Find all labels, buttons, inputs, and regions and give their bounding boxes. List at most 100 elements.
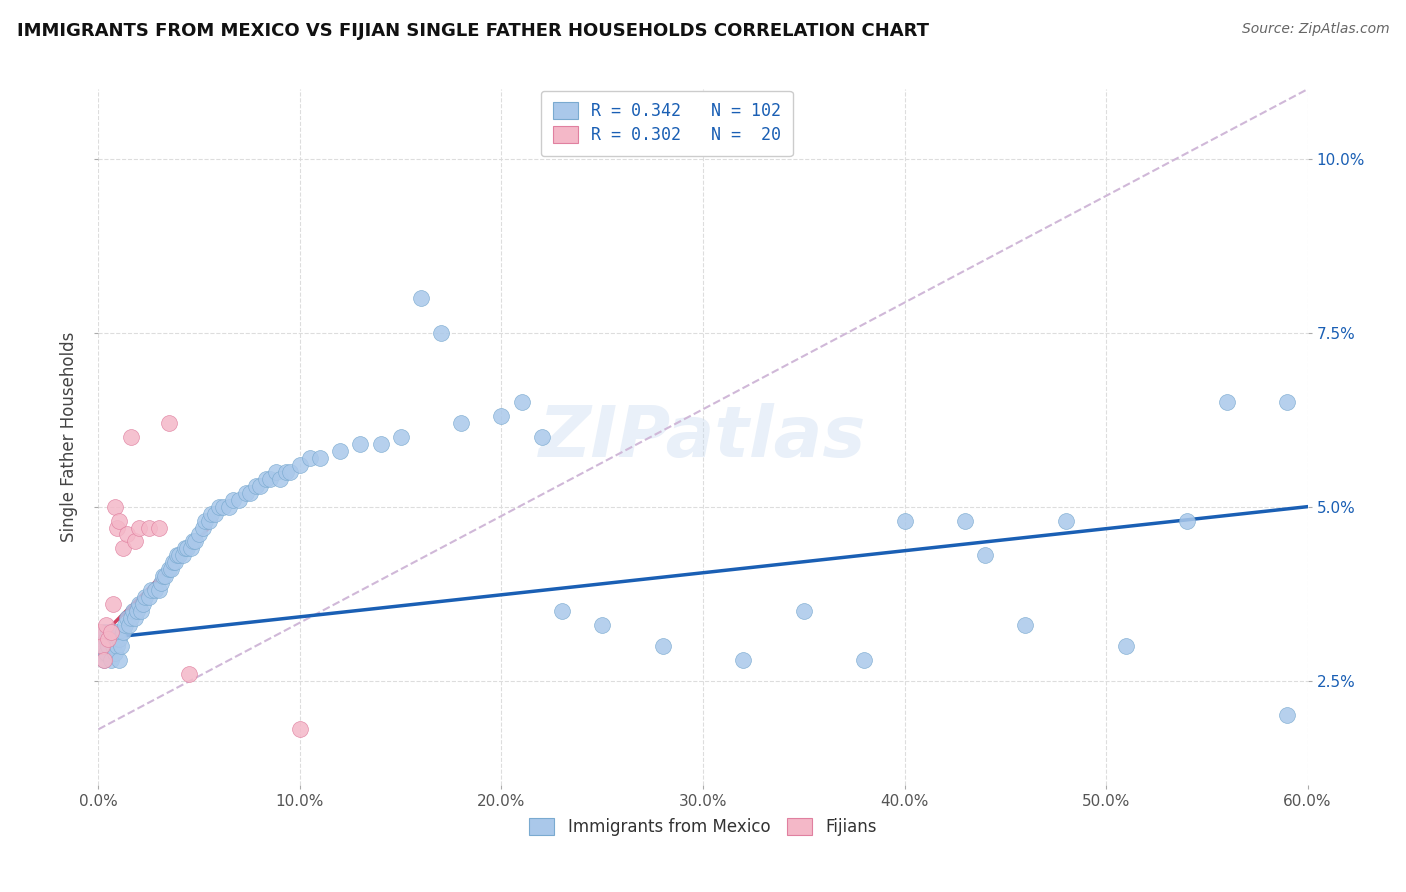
Point: [157, 416, 180, 430]
Point: [89, 624, 111, 639]
Point: [128, 597, 150, 611]
Point: [264, 465, 287, 479]
Point: [138, 590, 160, 604]
Point: [124, 611, 146, 625]
Point: [179, 666, 201, 681]
Point: [91, 639, 114, 653]
Point: [93, 653, 115, 667]
Point: [329, 444, 352, 458]
Point: [107, 514, 129, 528]
Point: [174, 541, 197, 556]
Point: [733, 653, 755, 667]
Point: [1277, 708, 1299, 723]
Point: [793, 604, 815, 618]
Point: [853, 653, 876, 667]
Point: [134, 590, 156, 604]
Point: [278, 465, 301, 479]
Point: [1014, 618, 1036, 632]
Point: [101, 639, 124, 653]
Point: [152, 569, 174, 583]
Point: [288, 723, 311, 737]
Point: [139, 583, 162, 598]
Point: [132, 597, 155, 611]
Point: [259, 472, 281, 486]
Point: [551, 604, 574, 618]
Point: [212, 500, 235, 514]
Point: [245, 479, 267, 493]
Point: [235, 485, 257, 500]
Point: [222, 492, 245, 507]
Point: [180, 541, 202, 556]
Text: IMMIGRANTS FROM MEXICO VS FIJIAN SINGLE FATHER HOUSEHOLDS CORRELATION CHART: IMMIGRANTS FROM MEXICO VS FIJIAN SINGLE …: [17, 22, 929, 40]
Point: [370, 437, 392, 451]
Point: [163, 555, 186, 569]
Point: [249, 479, 271, 493]
Point: [101, 597, 124, 611]
Legend: Immigrants from Mexico, Fijians: Immigrants from Mexico, Fijians: [519, 808, 887, 847]
Point: [100, 632, 122, 646]
Point: [208, 500, 231, 514]
Point: [1175, 514, 1198, 528]
Point: [1054, 514, 1077, 528]
Point: [1216, 395, 1239, 409]
Point: [115, 527, 138, 541]
Point: [138, 520, 160, 534]
Point: [651, 639, 673, 653]
Point: [181, 534, 204, 549]
Point: [105, 639, 128, 653]
Point: [389, 430, 412, 444]
Point: [103, 646, 125, 660]
Point: [166, 549, 188, 563]
Point: [510, 395, 533, 409]
Point: [107, 653, 129, 667]
Point: [309, 450, 332, 465]
Point: [96, 618, 118, 632]
Point: [105, 624, 128, 639]
Point: [198, 514, 221, 528]
Point: [148, 520, 170, 534]
Point: [274, 465, 297, 479]
Point: [153, 569, 176, 583]
Point: [184, 534, 207, 549]
Point: [530, 430, 553, 444]
Point: [121, 604, 143, 618]
Point: [115, 611, 138, 625]
Point: [218, 500, 240, 514]
Point: [204, 507, 226, 521]
Point: [188, 527, 211, 541]
Point: [239, 485, 262, 500]
Point: [148, 583, 170, 598]
Point: [193, 520, 215, 534]
Point: [228, 492, 250, 507]
Point: [101, 624, 124, 639]
Point: [114, 618, 136, 632]
Point: [118, 618, 141, 632]
Point: [120, 430, 142, 444]
Point: [491, 409, 513, 424]
Point: [93, 653, 115, 667]
Point: [176, 541, 198, 556]
Point: [167, 549, 190, 563]
Point: [110, 639, 132, 653]
Point: [953, 514, 976, 528]
Point: [91, 632, 114, 646]
Point: [974, 549, 997, 563]
Text: Source: ZipAtlas.com: Source: ZipAtlas.com: [1241, 22, 1389, 37]
Point: [93, 639, 115, 653]
Point: [893, 514, 915, 528]
Point: [194, 514, 217, 528]
Y-axis label: Single Father Households: Single Father Households: [60, 332, 79, 542]
Point: [100, 624, 122, 639]
Point: [254, 472, 277, 486]
Point: [162, 555, 184, 569]
Point: [120, 611, 142, 625]
Point: [96, 646, 118, 660]
Point: [103, 500, 125, 514]
Point: [96, 632, 118, 646]
Point: [200, 507, 222, 521]
Point: [430, 326, 453, 340]
Point: [105, 520, 128, 534]
Point: [124, 534, 146, 549]
Point: [100, 653, 122, 667]
Point: [143, 583, 166, 598]
